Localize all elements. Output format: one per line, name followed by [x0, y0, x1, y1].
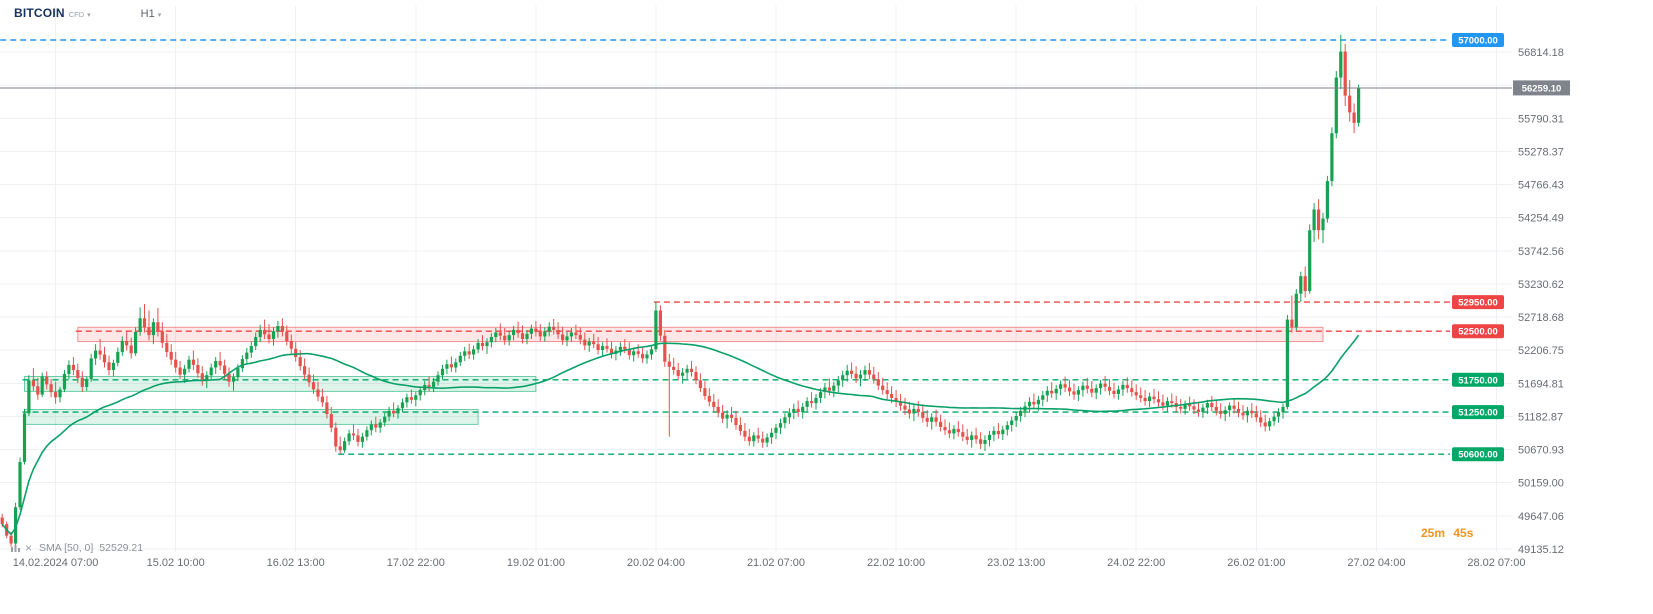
svg-text:51750.00: 51750.00 — [1458, 375, 1498, 386]
candlestick-series — [0, 34, 1361, 547]
indicator-chart-icon[interactable] — [10, 543, 21, 554]
svg-text:16.02 13:00: 16.02 13:00 — [267, 557, 325, 569]
svg-text:22.02 10:00: 22.02 10:00 — [867, 557, 925, 569]
svg-text:28.02 07:00: 28.02 07:00 — [1467, 557, 1525, 569]
indicator-remove-icon[interactable]: × — [25, 541, 33, 555]
svg-text:49647.06: 49647.06 — [1518, 511, 1564, 523]
timeframe-selector[interactable]: H1 ▾ — [141, 8, 162, 20]
candle-countdown: 25m 45s — [1421, 526, 1473, 540]
svg-text:50670.93: 50670.93 — [1518, 445, 1564, 457]
svg-text:54254.49: 54254.49 — [1518, 213, 1564, 225]
svg-text:55278.37: 55278.37 — [1518, 146, 1564, 158]
svg-text:54766.43: 54766.43 — [1518, 180, 1564, 192]
current-price-badge: 56259.10 — [1513, 80, 1570, 96]
instrument-symbol: BITCOIN — [14, 6, 65, 20]
svg-text:50600.00: 50600.00 — [1458, 450, 1498, 461]
svg-text:23.02 13:00: 23.02 13:00 — [987, 557, 1045, 569]
svg-text:26.02 01:00: 26.02 01:00 — [1227, 557, 1285, 569]
svg-text:52206.75: 52206.75 — [1518, 345, 1564, 357]
chevron-down-icon: ▾ — [87, 12, 91, 19]
svg-text:52500.00: 52500.00 — [1458, 327, 1498, 338]
price-level-badge[interactable]: 52500.00 — [1452, 324, 1504, 339]
price-axis[interactable]: 56814.1856302.2455790.3155278.3754766.43… — [1518, 47, 1564, 556]
price-level-lines — [0, 39, 1450, 455]
svg-text:56814.18: 56814.18 — [1518, 47, 1564, 59]
price-level-badge[interactable]: 50600.00 — [1452, 447, 1504, 462]
svg-text:21.02 07:00: 21.02 07:00 — [747, 557, 805, 569]
svg-text:51694.81: 51694.81 — [1518, 378, 1564, 390]
price-level-badges: 57000.00 52950.00 52500.00 51750.00 51250.00… — [1452, 33, 1504, 462]
grid — [0, 6, 1512, 552]
svg-text:51182.87: 51182.87 — [1518, 412, 1563, 424]
chart-header: BITCOIN CFD ▾ H1 ▾ — [14, 6, 161, 20]
svg-text:53230.62: 53230.62 — [1518, 279, 1564, 291]
svg-text:15.02 10:00: 15.02 10:00 — [147, 557, 205, 569]
countdown-seconds: 45s — [1453, 526, 1474, 540]
price-level-badge[interactable]: 52950.00 — [1452, 295, 1504, 310]
svg-text:20.02 04:00: 20.02 04:00 — [627, 557, 685, 569]
svg-text:52718.68: 52718.68 — [1518, 312, 1564, 324]
chevron-down-icon: ▾ — [157, 12, 162, 19]
svg-text:17.02 22:00: 17.02 22:00 — [387, 557, 445, 569]
price-level-badge[interactable]: 51750.00 — [1452, 372, 1504, 387]
svg-text:53742.56: 53742.56 — [1518, 246, 1564, 258]
timeframe-label: H1 — [140, 8, 155, 20]
countdown-minutes: 25m — [1421, 526, 1446, 540]
instrument-selector[interactable]: BITCOIN CFD ▾ — [14, 6, 91, 20]
svg-text:24.02 22:00: 24.02 22:00 — [1107, 557, 1165, 569]
indicator-legend: × SMA [50, 0] 52529.21 — [10, 542, 143, 554]
indicator-label: SMA [50, 0] — [39, 542, 94, 554]
svg-text:55790.31: 55790.31 — [1518, 113, 1564, 125]
price-level-badge[interactable]: 51250.00 — [1452, 405, 1504, 420]
svg-text:14.02.2024 07:00: 14.02.2024 07:00 — [13, 557, 99, 569]
price-level-badge[interactable]: 57000.00 — [1452, 33, 1504, 47]
svg-text:52950.00: 52950.00 — [1458, 298, 1498, 309]
sma-line — [1, 334, 1360, 536]
svg-text:57000.00: 57000.00 — [1458, 36, 1498, 47]
svg-text:56259.10: 56259.10 — [1522, 84, 1562, 95]
indicator-value: 52529.21 — [99, 542, 144, 554]
svg-text:51250.00: 51250.00 — [1458, 408, 1498, 419]
svg-text:50159.00: 50159.00 — [1518, 478, 1564, 490]
instrument-market-type: CFD — [68, 10, 85, 19]
svg-text:27.02 04:00: 27.02 04:00 — [1347, 557, 1405, 569]
svg-text:49135.12: 49135.12 — [1518, 544, 1564, 556]
svg-text:19.02 01:00: 19.02 01:00 — [507, 557, 565, 569]
time-axis[interactable]: 14.02.2024 07:00 15.02 10:00 16.02 13:00 17… — [13, 557, 1526, 569]
